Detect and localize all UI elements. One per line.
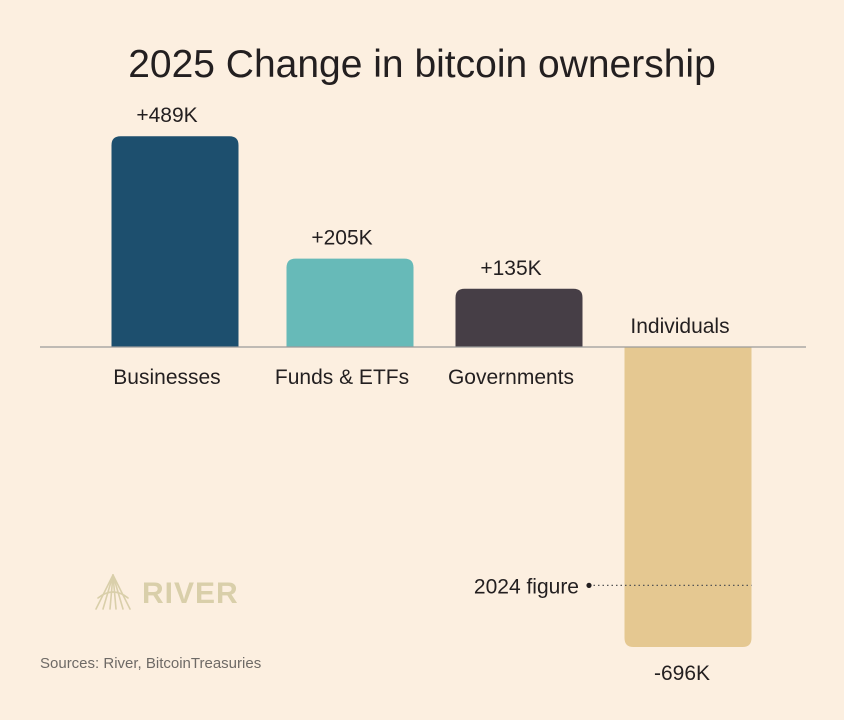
river-logo-text: RIVER bbox=[142, 577, 239, 610]
bars-layer bbox=[111, 136, 752, 647]
reference-label: 2024 figure bbox=[474, 575, 579, 598]
reference-marker: 2024 figure bbox=[474, 575, 752, 598]
value-label-governments: +135K bbox=[480, 257, 541, 280]
source-note: Sources: River, BitcoinTreasuries bbox=[40, 655, 261, 672]
category-label-individuals: Individuals bbox=[630, 315, 729, 338]
bar-governments bbox=[455, 288, 583, 347]
river-logo: RIVER bbox=[95, 574, 239, 610]
reference-dot bbox=[586, 582, 592, 588]
category-label-governments: Governments bbox=[448, 366, 574, 389]
value-label-funds-and-etfs: +205K bbox=[311, 227, 372, 250]
labels-layer: +489K Businesses +205K Funds & ETFs +135K Gov… bbox=[113, 104, 729, 685]
value-label-individuals: -696K bbox=[654, 662, 710, 685]
chart-title: 2025 Change in bitcoin ownership bbox=[128, 43, 716, 86]
category-label-funds-and-etfs: Funds & ETFs bbox=[275, 366, 409, 389]
bar-individuals bbox=[624, 347, 752, 647]
river-logo-icon bbox=[95, 574, 131, 610]
value-label-businesses: +489K bbox=[136, 104, 197, 127]
category-label-businesses: Businesses bbox=[113, 366, 220, 389]
bar-funds-and-etfs bbox=[286, 258, 414, 347]
bar-businesses bbox=[111, 136, 239, 347]
